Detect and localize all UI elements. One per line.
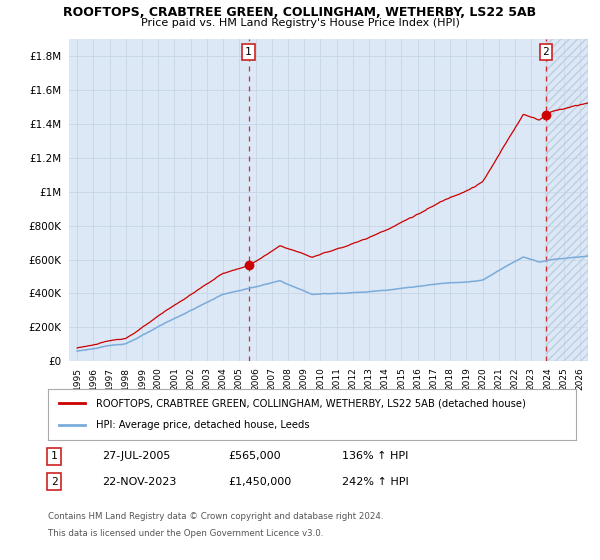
Text: HPI: Average price, detached house, Leeds: HPI: Average price, detached house, Leed… (95, 421, 309, 431)
Text: £565,000: £565,000 (228, 451, 281, 461)
Bar (546, 39, 588, 361)
Text: Price paid vs. HM Land Registry's House Price Index (HPI): Price paid vs. HM Land Registry's House … (140, 18, 460, 29)
Text: ROOFTOPS, CRABTREE GREEN, COLLINGHAM, WETHERBY, LS22 5AB (detached house): ROOFTOPS, CRABTREE GREEN, COLLINGHAM, WE… (95, 398, 526, 408)
Text: 27-JUL-2005: 27-JUL-2005 (102, 451, 170, 461)
Text: ROOFTOPS, CRABTREE GREEN, COLLINGHAM, WETHERBY, LS22 5AB: ROOFTOPS, CRABTREE GREEN, COLLINGHAM, WE… (64, 6, 536, 18)
Text: 242% ↑ HPI: 242% ↑ HPI (342, 477, 409, 487)
Text: Contains HM Land Registry data © Crown copyright and database right 2024.: Contains HM Land Registry data © Crown c… (48, 512, 383, 521)
Text: £1,450,000: £1,450,000 (228, 477, 291, 487)
Text: 2: 2 (542, 47, 549, 57)
Text: 136% ↑ HPI: 136% ↑ HPI (342, 451, 409, 461)
Bar (546, 39, 588, 361)
Text: This data is licensed under the Open Government Licence v3.0.: This data is licensed under the Open Gov… (48, 529, 323, 538)
Text: 1: 1 (50, 451, 58, 461)
Text: 22-NOV-2023: 22-NOV-2023 (102, 477, 176, 487)
Text: 1: 1 (245, 47, 252, 57)
Text: 2: 2 (50, 477, 58, 487)
